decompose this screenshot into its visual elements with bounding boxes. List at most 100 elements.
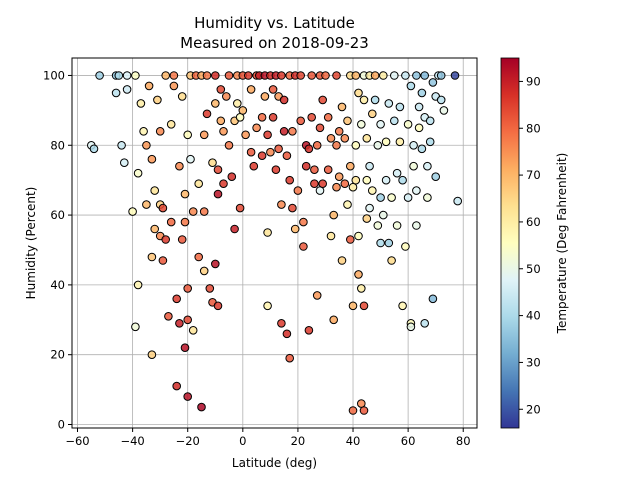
data-points — [87, 71, 463, 415]
data-point — [337, 102, 347, 112]
data-point — [312, 141, 322, 150]
data-point — [329, 315, 339, 325]
data-point — [321, 71, 330, 80]
data-point — [334, 172, 344, 181]
data-point — [175, 319, 184, 328]
data-point — [246, 147, 256, 157]
data-point — [285, 353, 295, 363]
data-point — [224, 71, 234, 80]
data-point — [392, 168, 402, 178]
data-point — [362, 175, 372, 185]
data-point — [268, 113, 278, 122]
data-point — [428, 78, 438, 87]
data-point — [89, 144, 99, 154]
data-point — [379, 71, 388, 80]
data-point — [307, 113, 317, 122]
data-point — [238, 106, 248, 115]
x-tick-label: 20 — [291, 434, 306, 448]
data-point — [373, 221, 383, 230]
data-point — [453, 196, 463, 206]
data-point — [381, 137, 391, 147]
colorbar-tick-label: 40 — [526, 309, 541, 323]
data-point — [299, 217, 308, 227]
data-point — [318, 179, 328, 188]
data-point — [133, 280, 143, 290]
data-point — [381, 175, 391, 185]
data-point — [365, 203, 374, 213]
data-point — [414, 123, 424, 133]
data-point — [150, 224, 159, 234]
data-point — [332, 141, 341, 150]
data-point — [180, 343, 190, 353]
data-point — [252, 123, 261, 133]
data-point — [268, 85, 278, 94]
data-point — [188, 207, 198, 216]
data-point — [175, 161, 184, 171]
data-point — [370, 95, 380, 105]
colorbar — [500, 57, 520, 429]
colorbar-tick-label: 70 — [526, 168, 541, 182]
data-point — [194, 179, 203, 188]
colorbar-ticks: 20 30 40 50 60 70 80 90 — [519, 74, 541, 416]
data-point — [199, 266, 209, 276]
data-point — [260, 92, 270, 101]
data-point — [288, 127, 297, 136]
x-tick-label: −40 — [120, 434, 144, 448]
data-point — [277, 71, 286, 80]
data-point — [354, 88, 363, 98]
data-point — [376, 120, 385, 129]
data-point — [246, 85, 256, 94]
data-point — [384, 238, 394, 248]
x-axis-label: Latitude (deg) — [232, 456, 317, 470]
data-point — [241, 130, 250, 140]
data-point — [326, 231, 336, 241]
data-point — [390, 71, 399, 80]
x-tick-label: 40 — [346, 434, 361, 448]
data-point — [359, 406, 369, 415]
y-tick-label: 20 — [50, 348, 65, 362]
data-point — [285, 175, 295, 185]
data-point — [205, 284, 215, 293]
data-point — [180, 189, 190, 199]
data-point — [420, 319, 430, 328]
data-point — [183, 284, 192, 293]
data-point — [398, 175, 407, 185]
data-point — [340, 179, 350, 188]
data-point — [326, 134, 336, 143]
data-point — [199, 130, 209, 140]
data-point — [354, 231, 363, 241]
data-point — [257, 151, 267, 160]
data-point — [219, 127, 228, 136]
data-point — [219, 179, 228, 188]
data-point — [166, 217, 176, 227]
x-tick-label: −20 — [176, 434, 200, 448]
data-point — [351, 141, 361, 150]
data-point — [211, 71, 220, 80]
data-point — [373, 141, 383, 150]
data-point — [376, 238, 385, 248]
data-point — [120, 158, 129, 167]
data-point — [323, 165, 333, 174]
data-point — [323, 113, 333, 122]
data-point — [183, 130, 192, 140]
data-point — [307, 71, 317, 80]
data-point — [312, 291, 322, 300]
x-tick-label: 60 — [401, 434, 416, 448]
data-point — [304, 326, 314, 335]
colorbar-tick-label: 50 — [526, 262, 541, 276]
data-point — [227, 172, 237, 181]
data-point — [188, 326, 198, 335]
data-point — [211, 259, 220, 269]
data-point — [370, 71, 380, 80]
data-point — [436, 71, 446, 80]
data-point — [359, 301, 369, 311]
data-point — [183, 315, 192, 325]
data-point — [222, 92, 231, 101]
data-point — [172, 381, 181, 391]
data-point — [169, 71, 179, 80]
data-point — [414, 102, 424, 112]
colorbar-label: Temperature (Deg Fahrenheit) — [555, 153, 569, 335]
data-point — [368, 109, 377, 119]
data-point — [183, 392, 192, 401]
data-point — [387, 256, 396, 265]
